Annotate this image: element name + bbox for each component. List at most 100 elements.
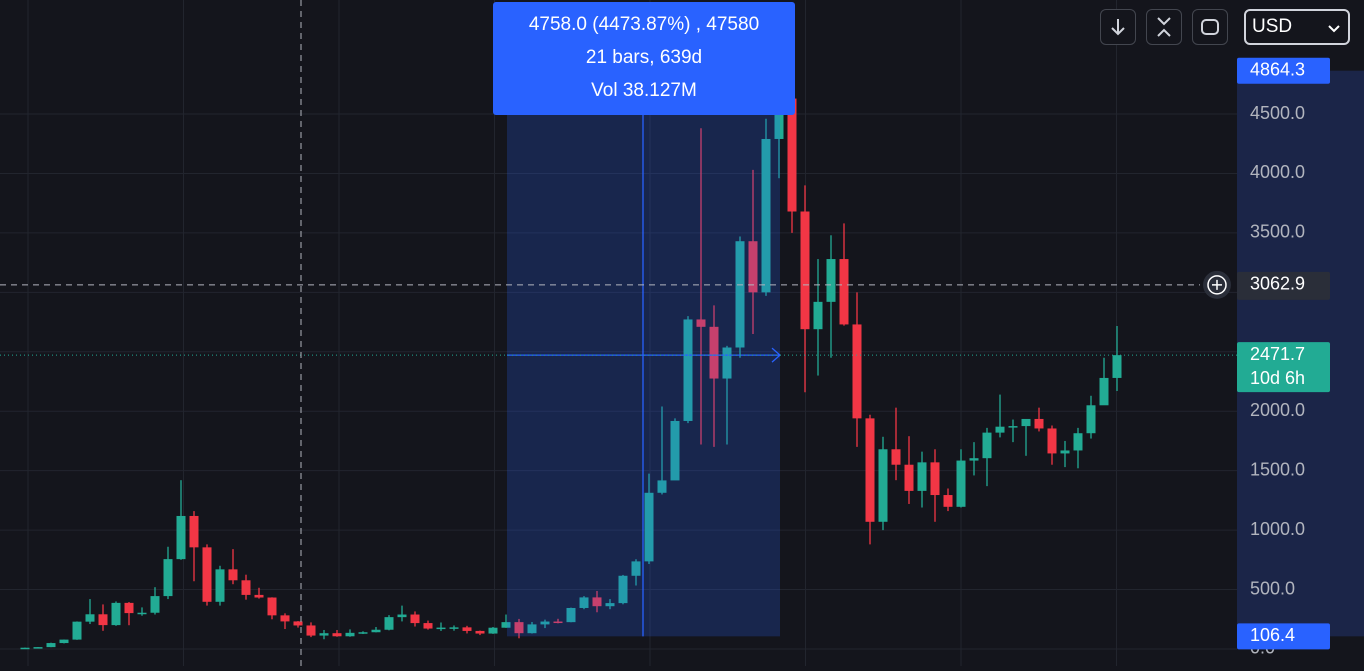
candle-body [696, 319, 706, 327]
candle-body [228, 569, 238, 581]
candle-body [566, 607, 576, 623]
candle-body [1086, 405, 1096, 434]
candle-body [449, 627, 459, 629]
currency: USD [1252, 16, 1293, 37]
candle-body [553, 621, 563, 624]
candle-body [722, 347, 732, 379]
candle-body [124, 602, 134, 614]
candle-body [371, 629, 381, 633]
currency-select[interactable]: USD [1244, 9, 1350, 45]
candle-body [761, 138, 771, 293]
range-low-label: 106.4 [1250, 625, 1295, 645]
candle-body [670, 420, 680, 481]
last-price-label-box [1237, 342, 1330, 393]
candle-body [852, 324, 862, 419]
range-high-label-box [1237, 57, 1330, 84]
candle-body [397, 614, 407, 618]
y-tick-label: 4500.0 [1250, 103, 1305, 123]
plus-icon [1212, 279, 1222, 290]
candle-body [202, 547, 212, 602]
candle-body [683, 319, 693, 421]
candle-body [1060, 450, 1070, 454]
candle-body [930, 462, 940, 496]
candle-body [904, 464, 914, 491]
candle-body [527, 624, 537, 634]
candle-body [501, 622, 511, 628]
candle-body [462, 627, 472, 631]
candle-body [800, 211, 810, 330]
candle-body [410, 614, 420, 624]
candle-body [111, 602, 121, 626]
y-tick-label: 2000.0 [1250, 400, 1305, 420]
candle-body [787, 98, 797, 212]
candle-body [969, 458, 979, 461]
candle-body [46, 643, 56, 648]
candle-body [878, 449, 888, 522]
candle-body [657, 480, 667, 493]
fullscreen-button[interactable] [1192, 9, 1228, 45]
candle-body [592, 597, 602, 607]
candle-body [59, 639, 69, 644]
candle-body [774, 98, 784, 139]
candle-body [436, 627, 446, 630]
candle-body [98, 614, 108, 626]
candle-body [995, 426, 1005, 433]
candle-body [943, 495, 953, 507]
candle-body [579, 597, 589, 608]
candle-body [215, 569, 225, 602]
icon [1111, 19, 1125, 36]
candle-body [163, 559, 173, 597]
candle-body [1112, 355, 1122, 378]
candle-body [280, 615, 290, 622]
candle-body [1073, 433, 1083, 451]
candle-body [956, 460, 966, 507]
candle-body [293, 621, 303, 626]
candle-body [644, 492, 654, 562]
candle-body [1008, 426, 1018, 428]
candle-body [514, 622, 524, 634]
icon [1157, 17, 1171, 37]
candle-body [917, 462, 927, 491]
candle-body [735, 241, 745, 348]
candle-body [72, 621, 82, 640]
candle-body [241, 580, 251, 595]
measure-line: Vol 38.127M [591, 80, 697, 101]
icon [1328, 25, 1340, 33]
candle-body [891, 449, 901, 465]
candle-body [618, 575, 628, 604]
candle-body [813, 301, 823, 330]
candle-body [1021, 418, 1031, 427]
candle-body [332, 633, 342, 637]
plus-icon [1207, 275, 1227, 295]
candle-body [150, 596, 160, 613]
candle-body [1047, 428, 1057, 454]
candle-body [748, 241, 758, 293]
candle-body [254, 594, 264, 598]
candle-body [85, 614, 95, 622]
crosshair-price-label-box [1237, 271, 1330, 300]
candle-body [423, 623, 433, 629]
last-price-label: 2471.7 [1250, 344, 1305, 364]
icon [1201, 19, 1219, 35]
range-low-label-box [1237, 623, 1330, 650]
y-tick-label: 4000.0 [1250, 162, 1305, 182]
down-button[interactable] [1100, 9, 1136, 45]
candle-body [137, 612, 147, 615]
candle-body [826, 259, 836, 302]
measure-line: 4758.0 (4473.87%) , 47580 [528, 14, 760, 35]
candle-body [267, 597, 277, 616]
candle-body [20, 647, 30, 650]
candle-body [605, 603, 615, 607]
candle-body [475, 630, 485, 634]
candle-body [176, 515, 186, 560]
candle-body [345, 632, 355, 637]
candle-body [839, 259, 849, 325]
crosshair-price-label: 3062.9 [1250, 274, 1305, 294]
collapse-button[interactable] [1146, 9, 1182, 45]
candle-body [1099, 377, 1109, 406]
y-tick-label: 1500.0 [1250, 459, 1305, 479]
candle-body [540, 621, 550, 625]
candle-body [319, 633, 329, 636]
